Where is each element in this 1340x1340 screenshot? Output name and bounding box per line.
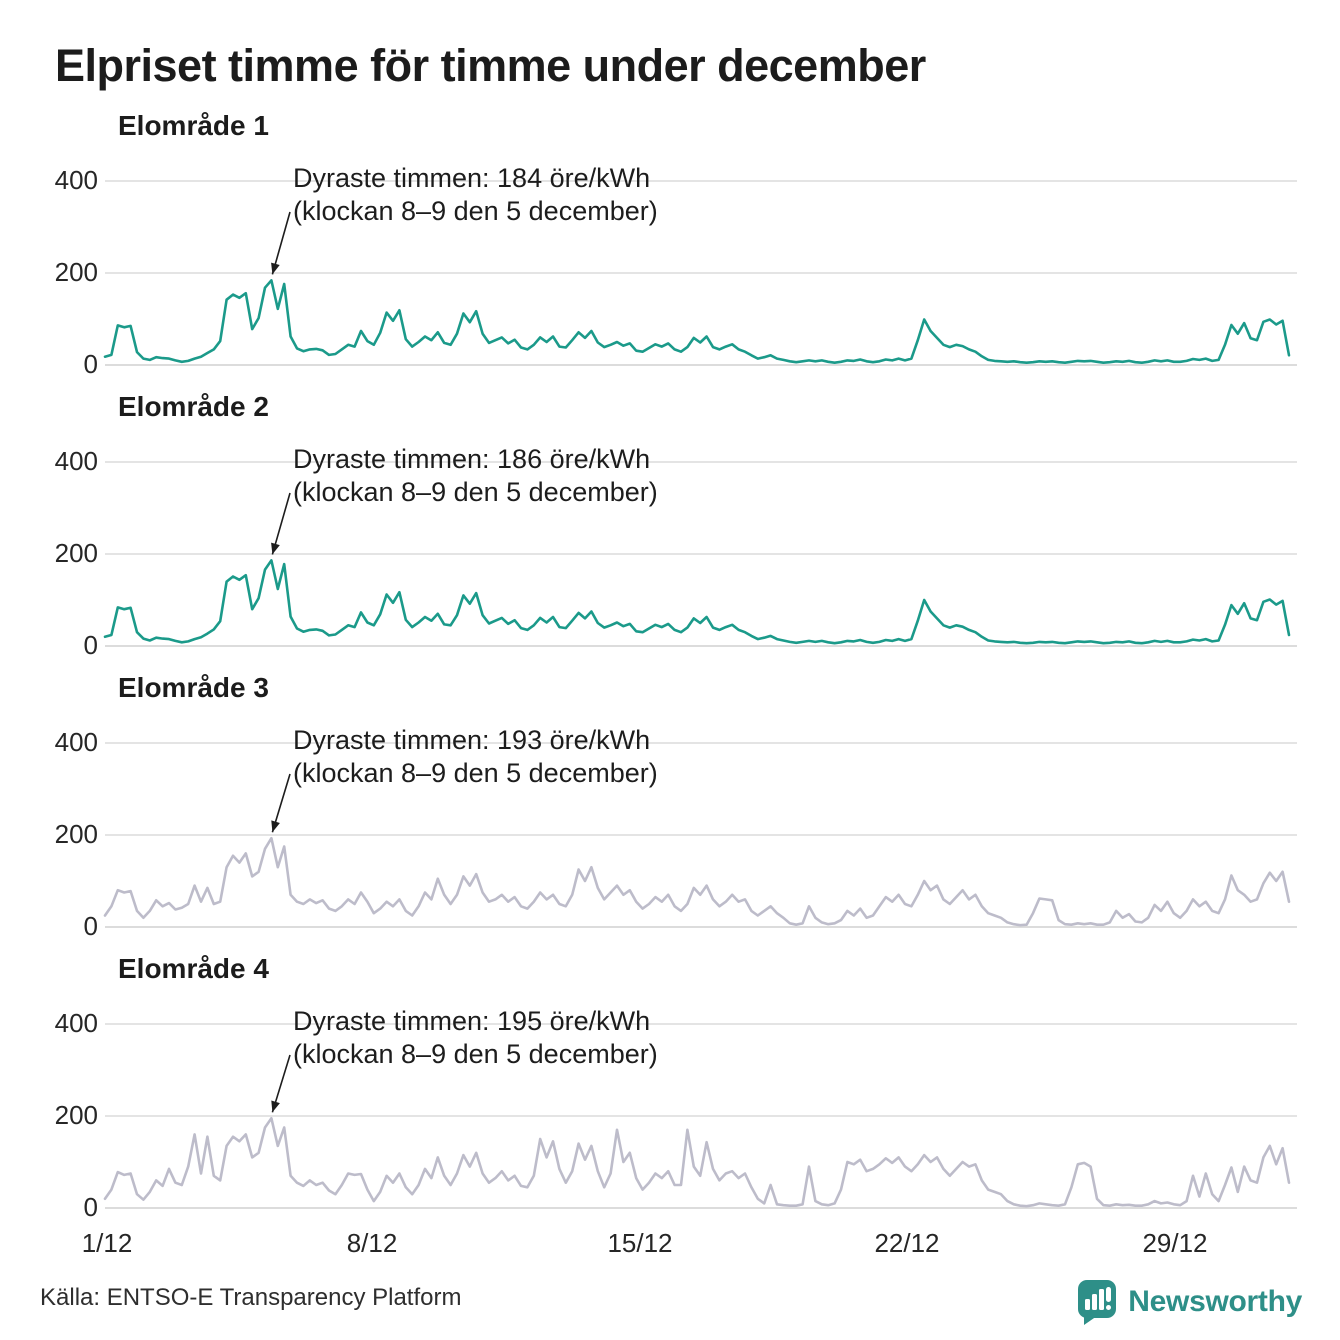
- annotation-line2: (klockan 8–9 den 5 december): [293, 196, 658, 226]
- y-tick-label: 0: [83, 1192, 98, 1222]
- x-tick-label: 22/12: [874, 1228, 940, 1258]
- y-tick-label: 400: [54, 727, 98, 757]
- newsworthy-logo-icon: [1078, 1280, 1117, 1325]
- chart-elomrade-1: Elområde 1 400 200 0 Dyraste timmen: 184…: [0, 104, 1340, 385]
- y-tick-label: 0: [83, 349, 98, 379]
- price-line-plot: [103, 180, 1297, 366]
- price-line-plot: [103, 742, 1297, 928]
- price-line-plot: [103, 1023, 1297, 1209]
- max-price-annotation: Dyraste timmen: 195 öre/kWh (klockan 8–9…: [293, 1005, 658, 1071]
- page-title: Elpriset timme för timme under december: [55, 40, 926, 91]
- chart-elomrade-4: Elområde 4 400 200 0 Dyraste timmen: 195…: [0, 947, 1340, 1228]
- chart-title: Elområde 3: [118, 672, 269, 703]
- y-tick-label: 200: [54, 1100, 98, 1130]
- x-tick-label: 8/12: [346, 1228, 398, 1258]
- y-tick-label: 400: [54, 1008, 98, 1038]
- y-tick-label: 200: [54, 257, 98, 287]
- annotation-line1: Dyraste timmen: 193 öre/kWh: [293, 725, 651, 755]
- annotation-line1: Dyraste timmen: 186 öre/kWh: [293, 444, 651, 474]
- annotation-line1: Dyraste timmen: 195 öre/kWh: [293, 1006, 651, 1036]
- newsworthy-logo: Newsworthy: [1076, 1278, 1302, 1326]
- max-price-annotation: Dyraste timmen: 184 öre/kWh (klockan 8–9…: [293, 162, 658, 228]
- x-tick-label: 1/12: [81, 1228, 133, 1258]
- max-price-annotation: Dyraste timmen: 186 öre/kWh (klockan 8–9…: [293, 443, 658, 509]
- y-tick-label: 200: [54, 538, 98, 568]
- y-tick-label: 400: [54, 165, 98, 195]
- annotation-line2: (klockan 8–9 den 5 december): [293, 1039, 658, 1069]
- annotation-line2: (klockan 8–9 den 5 december): [293, 477, 658, 507]
- annotation-line1: Dyraste timmen: 184 öre/kWh: [293, 163, 651, 193]
- chart-title: Elområde 1: [118, 110, 269, 141]
- x-axis: 1/12 8/12 15/12 22/12 29/12: [0, 1226, 1340, 1272]
- y-tick-label: 400: [54, 446, 98, 476]
- chart-elomrade-3: Elområde 3 400 200 0 Dyraste timmen: 193…: [0, 666, 1340, 947]
- annotation-line2: (klockan 8–9 den 5 december): [293, 758, 658, 788]
- price-line-plot: [103, 461, 1297, 647]
- y-tick-label: 0: [83, 630, 98, 660]
- source-credit: Källa: ENTSO-E Transparency Platform: [40, 1284, 462, 1311]
- chart-title: Elområde 2: [118, 391, 269, 422]
- footer: Källa: ENTSO-E Transparency Platform New…: [0, 1278, 1340, 1334]
- chart-title: Elområde 4: [118, 953, 269, 984]
- x-tick-label: 15/12: [607, 1228, 673, 1258]
- y-tick-label: 200: [54, 819, 98, 849]
- y-tick-label: 0: [83, 911, 98, 941]
- newsworthy-logo-text: Newsworthy: [1128, 1285, 1302, 1318]
- x-tick-label: 29/12: [1142, 1228, 1208, 1258]
- max-price-annotation: Dyraste timmen: 193 öre/kWh (klockan 8–9…: [293, 724, 658, 790]
- chart-elomrade-2: Elområde 2 400 200 0 Dyraste timmen: 186…: [0, 385, 1340, 666]
